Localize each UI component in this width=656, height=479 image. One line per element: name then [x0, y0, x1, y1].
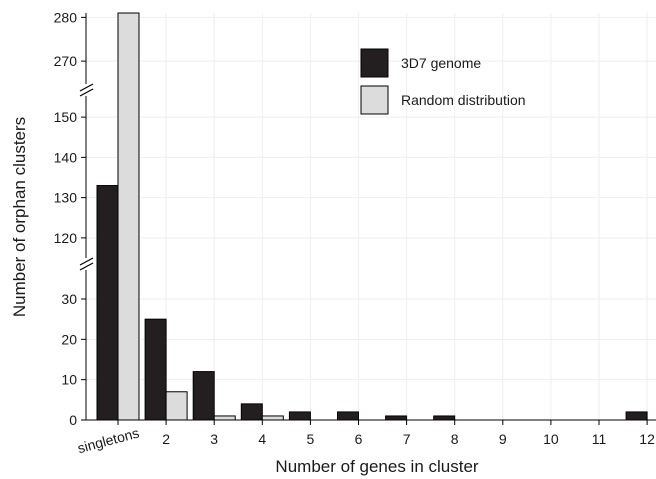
y-tick-label: 120: [54, 230, 78, 246]
axis-break-upper: [79, 83, 94, 97]
legend-label-3d7: 3D7 genome: [401, 55, 481, 71]
y-tick-label: 20: [61, 331, 77, 347]
bar-3d7-genome: [625, 411, 648, 421]
x-tick-label: 12: [639, 431, 655, 447]
x-tick-label: 4: [258, 431, 266, 447]
axes: [79, 13, 656, 421]
bar-random-distribution: [213, 415, 236, 421]
bar-3d7-genome: [96, 185, 119, 421]
x-tick-label: 7: [403, 431, 411, 447]
bar-3d7-genome: [144, 318, 167, 421]
bar-3d7-genome: [337, 411, 359, 421]
legend-label-random: Random distribution: [401, 92, 526, 108]
y-tick-label: 150: [54, 109, 78, 125]
y-tick-label: 10: [61, 372, 77, 388]
axis-break-lower: [79, 257, 94, 271]
bar-random-distribution: [165, 391, 188, 421]
x-tick-label: 3: [210, 431, 218, 447]
x-tick-label: 9: [499, 431, 507, 447]
x-tick-label: 8: [451, 431, 459, 447]
y-tick-label: 30: [61, 291, 77, 307]
x-tick-label: 10: [543, 431, 559, 447]
y-tick-label: 130: [54, 190, 78, 206]
bar-3d7-genome: [433, 415, 456, 421]
x-tick-label: 11: [592, 431, 607, 447]
bar-3d7-genome: [385, 415, 408, 421]
x-axis-title: Number of genes in cluster: [275, 457, 478, 476]
y-tick-label: 280: [54, 9, 78, 25]
legend-swatch-3d7: [360, 48, 389, 78]
y-tick-label: 140: [54, 149, 78, 165]
legend-swatch-random: [360, 85, 389, 115]
y-tick-label: 0: [69, 412, 77, 428]
bar-3d7-genome: [240, 403, 263, 421]
y-tick-label: 270: [54, 53, 78, 69]
x-tick-label: 5: [307, 431, 315, 447]
bar-3d7-genome: [192, 371, 215, 421]
bar-random-distribution: [261, 415, 284, 421]
legend: 3D7 genome Random distribution: [360, 48, 526, 115]
y-ticks: 0 10 20 30 120 130 140 150 270 280: [54, 9, 86, 428]
bar-3d7-genome: [288, 411, 311, 421]
x-tick-label: 6: [355, 431, 363, 447]
bar-random-distribution: [117, 12, 140, 421]
x-tick-label: 2: [162, 431, 170, 447]
y-axis-title: Number of orphan clusters: [10, 117, 29, 317]
x-tick-label: singletons: [76, 424, 141, 456]
x-ticks: singletons 2 3 4 5 6 7 8 9 10 11 12: [76, 420, 655, 456]
bars: [96, 12, 648, 421]
